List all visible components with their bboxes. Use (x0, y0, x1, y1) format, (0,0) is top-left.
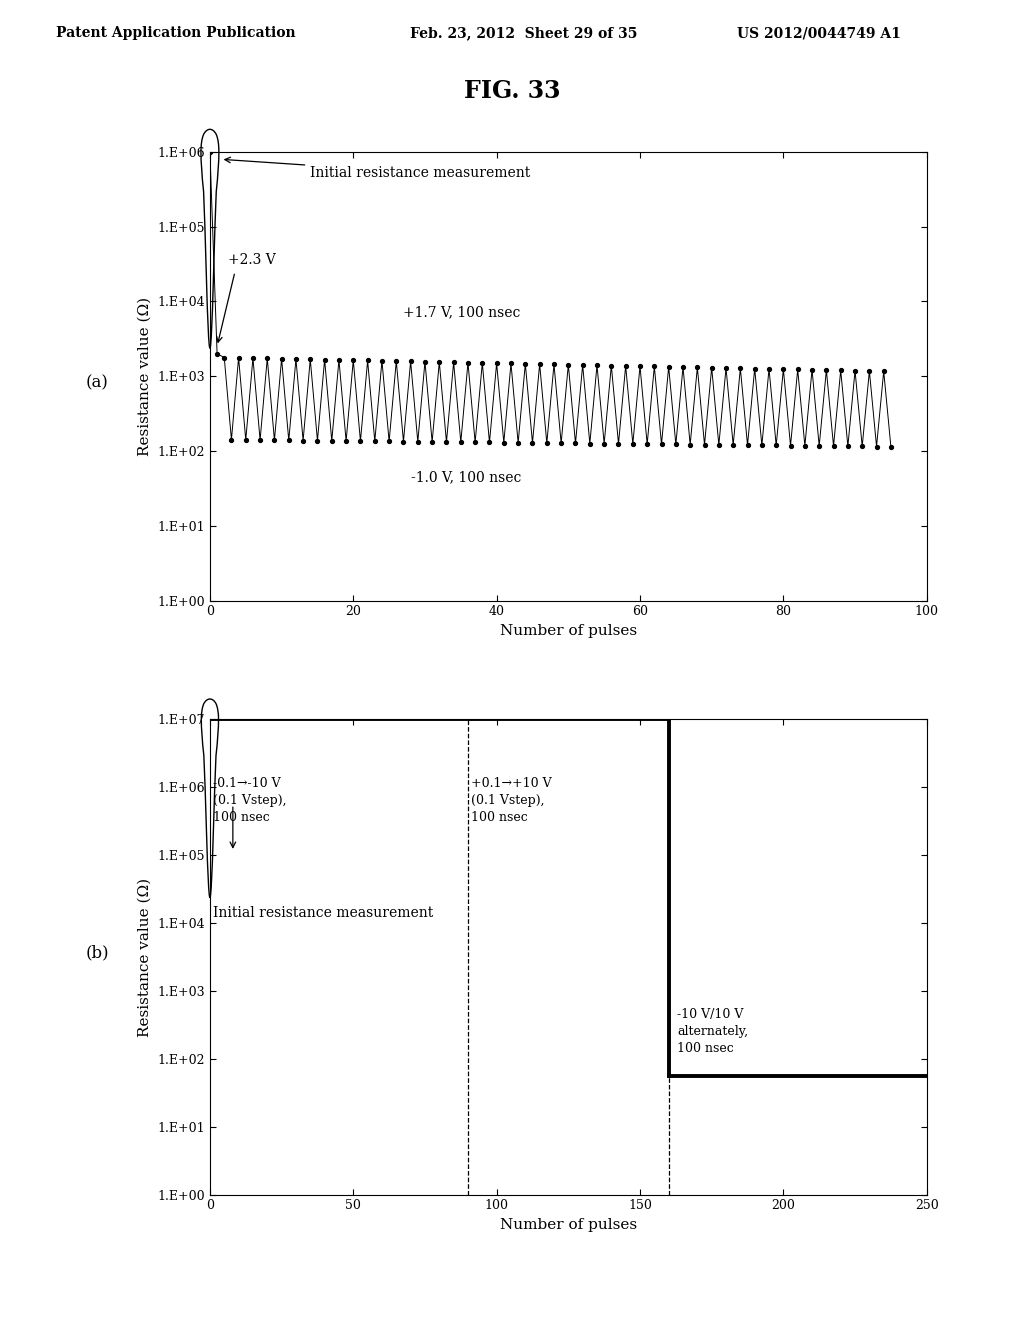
Text: Initial resistance measurement: Initial resistance measurement (213, 906, 433, 920)
Text: +1.7 V, 100 nsec: +1.7 V, 100 nsec (403, 306, 521, 319)
Text: -1.0 V, 100 nsec: -1.0 V, 100 nsec (411, 470, 521, 484)
X-axis label: Number of pulses: Number of pulses (500, 624, 637, 638)
Text: -0.1→-10 V
(0.1 Vstep),
100 nsec: -0.1→-10 V (0.1 Vstep), 100 nsec (213, 777, 287, 824)
Text: FIG. 33: FIG. 33 (464, 79, 560, 103)
Text: Initial resistance measurement: Initial resistance measurement (225, 157, 530, 180)
Text: Patent Application Publication: Patent Application Publication (56, 26, 296, 41)
Text: +0.1→+10 V
(0.1 Vstep),
100 nsec: +0.1→+10 V (0.1 Vstep), 100 nsec (471, 777, 552, 824)
Y-axis label: Resistance value (Ω): Resistance value (Ω) (138, 297, 152, 455)
Text: US 2012/0044749 A1: US 2012/0044749 A1 (737, 26, 901, 41)
Text: Feb. 23, 2012  Sheet 29 of 35: Feb. 23, 2012 Sheet 29 of 35 (410, 26, 637, 41)
Text: -10 V/10 V
alternately,
100 nsec: -10 V/10 V alternately, 100 nsec (677, 1008, 749, 1055)
Text: (b): (b) (85, 945, 110, 961)
Y-axis label: Resistance value (Ω): Resistance value (Ω) (138, 878, 152, 1036)
Text: +2.3 V: +2.3 V (227, 253, 275, 267)
Text: (a): (a) (86, 375, 109, 391)
X-axis label: Number of pulses: Number of pulses (500, 1218, 637, 1232)
